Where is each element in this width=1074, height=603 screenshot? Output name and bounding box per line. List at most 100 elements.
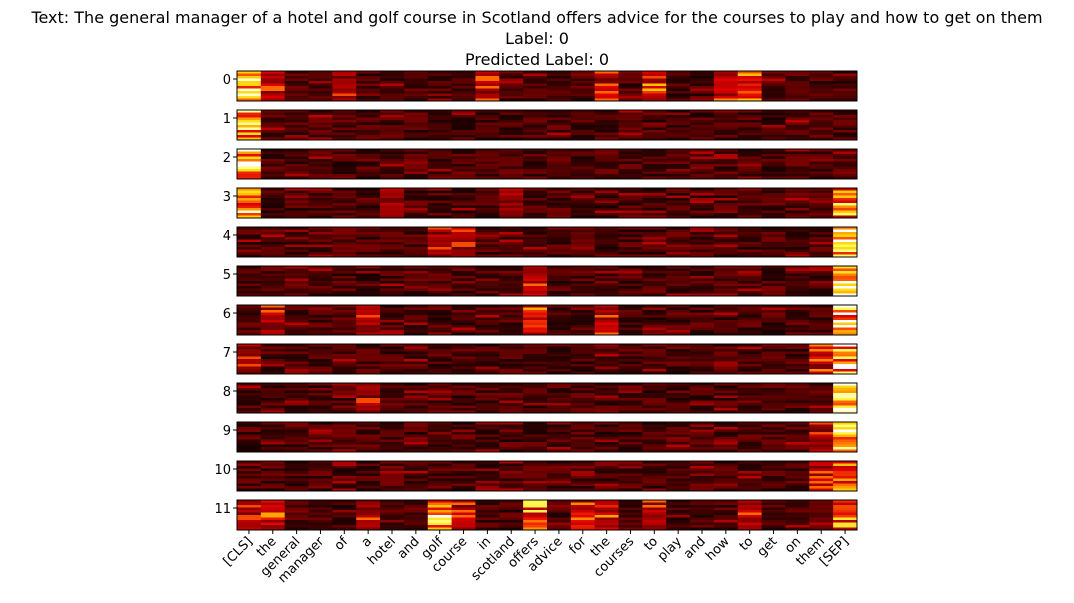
- heatmap-cell: [260, 283, 286, 287]
- heatmap-cell: [713, 466, 739, 469]
- heatmap-cell: [308, 73, 333, 77]
- heatmap-cell: [260, 449, 286, 453]
- heatmap-cell: [237, 481, 262, 484]
- heatmap-cell: [809, 208, 834, 211]
- heatmap-cell: [260, 483, 286, 487]
- heatmap-cell: [594, 86, 619, 89]
- heatmap-cell: [618, 273, 643, 277]
- heatmap-cell: [737, 447, 763, 450]
- heatmap-cell: [547, 507, 572, 511]
- heatmap-cell: [666, 424, 691, 428]
- heatmap-cell: [642, 227, 667, 230]
- heatmap-cell: [499, 271, 524, 274]
- heatmap-cell: [284, 193, 309, 196]
- heatmap-cell: [356, 137, 381, 141]
- heatmap-cell: [785, 515, 810, 518]
- heatmap-cell: [332, 388, 357, 391]
- heatmap-cell: [475, 393, 500, 396]
- heatmap-cell: [785, 510, 810, 513]
- heatmap-cell: [356, 461, 381, 464]
- heatmap-cell: [284, 332, 309, 336]
- heatmap-cell: [713, 520, 739, 523]
- heatmap-cell: [451, 281, 476, 284]
- heatmap-cell: [475, 483, 500, 487]
- heatmap-cell: [356, 203, 381, 206]
- heatmap-cell: [713, 449, 739, 453]
- heatmap-cell: [475, 405, 500, 409]
- heatmap-cell: [690, 127, 715, 131]
- heatmap-cell: [737, 232, 763, 235]
- heatmap-cell: [547, 283, 572, 287]
- heatmap-cell: [809, 398, 834, 401]
- heatmap-cell: [427, 310, 453, 313]
- heatmap-cell: [260, 442, 286, 445]
- heatmap-cell: [475, 473, 500, 477]
- heatmap-cell: [713, 156, 739, 160]
- heatmap-cell: [833, 512, 858, 516]
- heatmap-cell: [594, 78, 619, 82]
- heatmap-cell: [761, 403, 786, 406]
- heatmap-cell: [427, 291, 453, 294]
- heatmap-cell: [690, 71, 715, 74]
- heatmap-cell: [833, 161, 858, 165]
- heatmap-cell: [618, 361, 643, 365]
- heatmap-cell: [380, 356, 405, 360]
- heatmap-cell: [237, 330, 262, 333]
- heatmap-cell: [523, 500, 548, 503]
- layer-panel-frame: [236, 499, 858, 531]
- heatmap-cell: [427, 305, 453, 308]
- heatmap-cell: [690, 312, 715, 316]
- heatmap-cell: [523, 408, 548, 411]
- heatmap-cell: [833, 437, 858, 440]
- heatmap-cell: [427, 400, 453, 404]
- heatmap-cell: [666, 366, 691, 370]
- heatmap-cell: [403, 278, 429, 282]
- heatmap-cell: [260, 393, 286, 396]
- heatmap-cell: [737, 81, 763, 84]
- heatmap-cell: [618, 517, 643, 521]
- heatmap-cell: [523, 432, 548, 435]
- heatmap-cell: [594, 327, 619, 331]
- heatmap-cell: [403, 403, 429, 406]
- heatmap-cell: [332, 312, 357, 316]
- heatmap-cell: [690, 366, 715, 370]
- heatmap-cell: [475, 390, 500, 394]
- heatmap-cell: [570, 461, 596, 464]
- heatmap-cell: [427, 486, 453, 489]
- heatmap-cell: [523, 117, 548, 121]
- heatmap-cell: [260, 447, 286, 450]
- heatmap-cell: [451, 91, 476, 94]
- heatmap-cell: [475, 130, 500, 133]
- heatmap-cell: [666, 254, 691, 258]
- heatmap-cell: [642, 171, 667, 175]
- heatmap-cell: [570, 73, 596, 77]
- heatmap-cell: [451, 156, 476, 160]
- heatmap-cell: [570, 471, 596, 474]
- heatmap-cell: [809, 169, 834, 172]
- heatmap-cell: [427, 171, 453, 175]
- heatmap-cell: [332, 135, 357, 138]
- heatmap-cell: [284, 244, 309, 248]
- heatmap-cell: [308, 307, 333, 311]
- heatmap-cell: [380, 135, 405, 138]
- heatmap-cell: [666, 137, 691, 141]
- heatmap-cell: [666, 369, 691, 372]
- heatmap-cell: [618, 476, 643, 479]
- heatmap-cell: [547, 429, 572, 433]
- heatmap-cell: [380, 346, 405, 350]
- heatmap-cell: [761, 161, 786, 165]
- heatmap-cell: [642, 383, 667, 386]
- heatmap-cell: [666, 398, 691, 401]
- heatmap-cell: [332, 127, 357, 131]
- token-label: get: [755, 534, 781, 560]
- heatmap-cell: [570, 515, 596, 518]
- heatmap-cell: [451, 78, 476, 82]
- heatmap-cell: [570, 171, 596, 175]
- heatmap-cell: [475, 403, 500, 406]
- heatmap-cell: [475, 122, 500, 126]
- heatmap-cell: [475, 305, 500, 308]
- heatmap-cell: [475, 385, 500, 389]
- heatmap-cell: [308, 410, 333, 414]
- heatmap-cell: [713, 332, 739, 336]
- heatmap-cell: [713, 405, 739, 409]
